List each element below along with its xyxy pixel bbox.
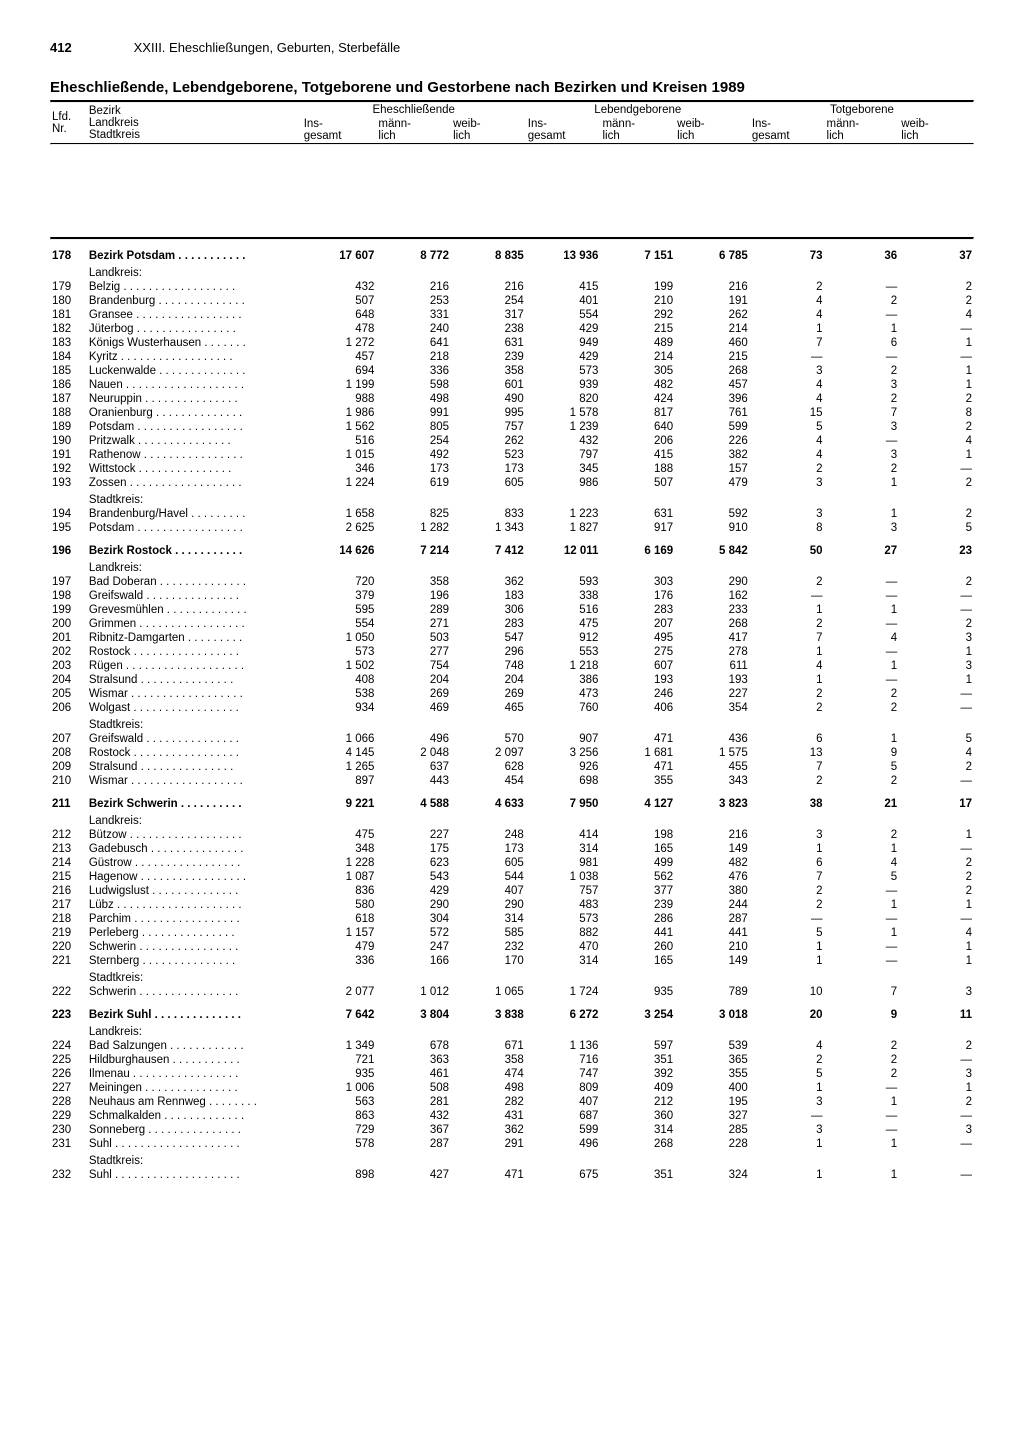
- table-row: 229Schmalkalden . . . . . . . . . . . . …: [50, 1109, 974, 1123]
- table-head: Lfd. Nr. Bezirk Landkreis Stadtkreis Ehe…: [50, 103, 974, 143]
- col-region: Bezirk Landkreis Stadtkreis: [87, 103, 302, 143]
- table-row: 191Rathenow . . . . . . . . . . . . . . …: [50, 448, 974, 462]
- table-row: Stadtkreis:: [50, 715, 974, 732]
- table-row: 226Ilmenau . . . . . . . . . . . . . . .…: [50, 1067, 974, 1081]
- table-row: 215Hagenow . . . . . . . . . . . . . . .…: [50, 870, 974, 884]
- table-row: 230Sonneberg . . . . . . . . . . . . . .…: [50, 1123, 974, 1137]
- table-row: 213Gadebusch . . . . . . . . . . . . . .…: [50, 842, 974, 856]
- table-row: 231Suhl . . . . . . . . . . . . . . . . …: [50, 1137, 974, 1151]
- subcol: weib- lich: [899, 117, 974, 143]
- table-row: 196Bezirk Rostock . . . . . . . . . . . …: [50, 535, 974, 558]
- subcol: Ins- gesamt: [750, 117, 825, 143]
- table-row: 183Königs Wusterhausen . . . . . . . 1 2…: [50, 336, 974, 350]
- table-row: Stadtkreis:: [50, 968, 974, 985]
- table-row: 179Belzig . . . . . . . . . . . . . . . …: [50, 280, 974, 294]
- table-row: 207Greifswald . . . . . . . . . . . . . …: [50, 732, 974, 746]
- grp-lebend: Lebendgeborene: [526, 103, 750, 117]
- chapter-title: XXIII. Eheschließungen, Geburten, Sterbe…: [134, 40, 401, 55]
- table-row: 201Ribnitz-Damgarten . . . . . . . . . 1…: [50, 631, 974, 645]
- table-row: 182Jüterbog . . . . . . . . . . . . . . …: [50, 322, 974, 336]
- grp-ehe: Eheschließende: [302, 103, 526, 117]
- table-row: 225Hildburghausen . . . . . . . . . . . …: [50, 1053, 974, 1067]
- table-row: Landkreis:: [50, 263, 974, 280]
- subcol: männ- lich: [600, 117, 675, 143]
- table-row: 205Wismar . . . . . . . . . . . . . . . …: [50, 687, 974, 701]
- table-row: 219Perleberg . . . . . . . . . . . . . .…: [50, 926, 974, 940]
- table-row: 228Neuhaus am Rennweg . . . . . . . . 56…: [50, 1095, 974, 1109]
- subcol: Ins- gesamt: [526, 117, 601, 143]
- table-row: 178Bezirk Potsdam . . . . . . . . . . . …: [50, 240, 974, 263]
- table-row: 206Wolgast . . . . . . . . . . . . . . .…: [50, 701, 974, 715]
- table-row: 212Bützow . . . . . . . . . . . . . . . …: [50, 828, 974, 842]
- table-row: 180Brandenburg . . . . . . . . . . . . .…: [50, 294, 974, 308]
- table-row: 210Wismar . . . . . . . . . . . . . . . …: [50, 774, 974, 788]
- table-row: 217Lübz . . . . . . . . . . . . . . . . …: [50, 898, 974, 912]
- table-row: 185Luckenwalde . . . . . . . . . . . . .…: [50, 364, 974, 378]
- table-row: 187Neuruppin . . . . . . . . . . . . . .…: [50, 392, 974, 406]
- table-row: 202Rostock . . . . . . . . . . . . . . .…: [50, 645, 974, 659]
- table-row: Landkreis:: [50, 1022, 974, 1039]
- table-row: 188Oranienburg . . . . . . . . . . . . .…: [50, 406, 974, 420]
- table-row: 199Grevesmühlen . . . . . . . . . . . . …: [50, 603, 974, 617]
- table-row: 190Pritzwalk . . . . . . . . . . . . . .…: [50, 434, 974, 448]
- table-row: 214Güstrow . . . . . . . . . . . . . . .…: [50, 856, 974, 870]
- subcol: männ- lich: [825, 117, 900, 143]
- table-row: 221Sternberg . . . . . . . . . . . . . .…: [50, 954, 974, 968]
- table-row: 197Bad Doberan . . . . . . . . . . . . .…: [50, 575, 974, 589]
- table-body: 178Bezirk Potsdam . . . . . . . . . . . …: [50, 143, 974, 1182]
- table-row: 222Schwerin . . . . . . . . . . . . . . …: [50, 985, 974, 999]
- grp-tot: Totgeborene: [750, 103, 974, 117]
- table-row: 227Meiningen . . . . . . . . . . . . . .…: [50, 1081, 974, 1095]
- table-row: 204Stralsund . . . . . . . . . . . . . .…: [50, 673, 974, 687]
- table-row: 211Bezirk Schwerin . . . . . . . . . . 9…: [50, 788, 974, 811]
- subcol: Ins- gesamt: [302, 117, 377, 143]
- table-row: 184Kyritz . . . . . . . . . . . . . . . …: [50, 350, 974, 364]
- table-row: 208Rostock . . . . . . . . . . . . . . .…: [50, 746, 974, 760]
- table-row: 198Greifswald . . . . . . . . . . . . . …: [50, 589, 974, 603]
- table-row: 181Gransee . . . . . . . . . . . . . . .…: [50, 308, 974, 322]
- table-row: 200Grimmen . . . . . . . . . . . . . . .…: [50, 617, 974, 631]
- table-row: 209Stralsund . . . . . . . . . . . . . .…: [50, 760, 974, 774]
- table-row: 194Brandenburg/Havel . . . . . . . . . 1…: [50, 507, 974, 521]
- table-row: 216Ludwigslust . . . . . . . . . . . . .…: [50, 884, 974, 898]
- table-row: 189Potsdam . . . . . . . . . . . . . . .…: [50, 420, 974, 434]
- table-row: 203Rügen . . . . . . . . . . . . . . . .…: [50, 659, 974, 673]
- table-row: 220Schwerin . . . . . . . . . . . . . . …: [50, 940, 974, 954]
- table-row: Landkreis:: [50, 558, 974, 575]
- data-table: Lfd. Nr. Bezirk Landkreis Stadtkreis Ehe…: [50, 103, 974, 1182]
- page-header: 412 XXIII. Eheschließungen, Geburten, St…: [50, 40, 974, 55]
- table-row: 218Parchim . . . . . . . . . . . . . . .…: [50, 912, 974, 926]
- subcol: weib- lich: [675, 117, 750, 143]
- page-number: 412: [50, 40, 130, 55]
- table-row: 186Nauen . . . . . . . . . . . . . . . .…: [50, 378, 974, 392]
- table-row: Stadtkreis:: [50, 490, 974, 507]
- subcol: männ- lich: [376, 117, 451, 143]
- table-row: Landkreis:: [50, 811, 974, 828]
- col-nr: Lfd. Nr.: [50, 103, 87, 143]
- subcol: weib- lich: [451, 117, 526, 143]
- table-title: Eheschließende, Lebendgeborene, Totgebor…: [50, 79, 974, 96]
- table-row: 193Zossen . . . . . . . . . . . . . . . …: [50, 476, 974, 490]
- table-row: 223Bezirk Suhl . . . . . . . . . . . . .…: [50, 999, 974, 1022]
- table-row: 232Suhl . . . . . . . . . . . . . . . . …: [50, 1168, 974, 1182]
- table-row: 195Potsdam . . . . . . . . . . . . . . .…: [50, 521, 974, 535]
- table-row: Stadtkreis:: [50, 1151, 974, 1168]
- table-row: 192Wittstock . . . . . . . . . . . . . .…: [50, 462, 974, 476]
- table-row: 224Bad Salzungen . . . . . . . . . . . .…: [50, 1039, 974, 1053]
